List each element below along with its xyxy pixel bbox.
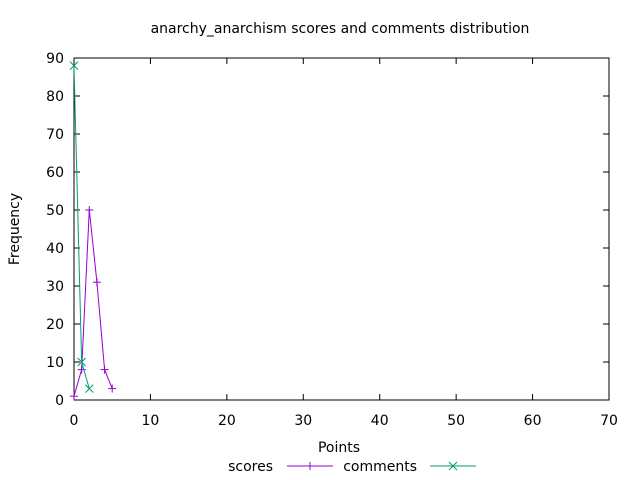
series-comments	[69, 61, 94, 393]
chart-title: anarchy_anarchism scores and comments di…	[151, 21, 530, 37]
data-point-scores	[92, 278, 101, 287]
y-tick-label: 50	[46, 203, 64, 219]
y-tick-label: 60	[46, 165, 64, 181]
data-point-scores	[100, 365, 109, 374]
y-tick-label: 90	[46, 51, 64, 67]
data-point-scores	[85, 206, 94, 214]
x-tick-label: 10	[142, 413, 160, 429]
data-point-comments	[84, 384, 94, 393]
y-axis: 0 10 20 30 40 50 60 70 80 90	[46, 51, 609, 409]
x-tick-label: 60	[524, 413, 542, 429]
x-tick-label: 30	[294, 413, 312, 429]
x-tick-label: 50	[447, 413, 465, 429]
series-line-comments	[73, 65, 90, 389]
legend-label-comments: comments	[343, 459, 417, 475]
x-axis: 0 10 20 30 40 50 60 70	[70, 58, 618, 429]
y-tick-label: 40	[46, 241, 64, 257]
x-tick-label: 70	[600, 413, 618, 429]
y-tick-label: 70	[46, 127, 64, 143]
y-axis-title: Frequency	[7, 193, 23, 265]
legend-marker-comments	[448, 461, 458, 471]
data-point-comments	[77, 357, 86, 367]
legend-label-scores: scores	[228, 459, 273, 475]
data-point-scores	[70, 392, 78, 401]
legend-marker-scores	[306, 462, 314, 470]
x-tick-label: 20	[218, 413, 236, 429]
y-tick-label: 20	[46, 317, 64, 333]
y-tick-label: 80	[46, 89, 64, 105]
y-tick-label: 0	[55, 393, 64, 409]
data-point-scores	[108, 384, 117, 393]
series-line-scores	[73, 209, 113, 397]
series-layer	[69, 61, 117, 401]
x-axis-title: Points	[318, 440, 360, 456]
plot-frame	[73, 57, 610, 401]
data-point-comments	[69, 61, 79, 70]
series-scores	[70, 206, 117, 401]
y-tick-label: 10	[46, 355, 64, 371]
y-tick-label: 30	[46, 279, 64, 295]
x-tick-label: 40	[371, 413, 389, 429]
x-tick-label: 0	[70, 413, 79, 429]
legend: scores comments	[228, 459, 476, 475]
